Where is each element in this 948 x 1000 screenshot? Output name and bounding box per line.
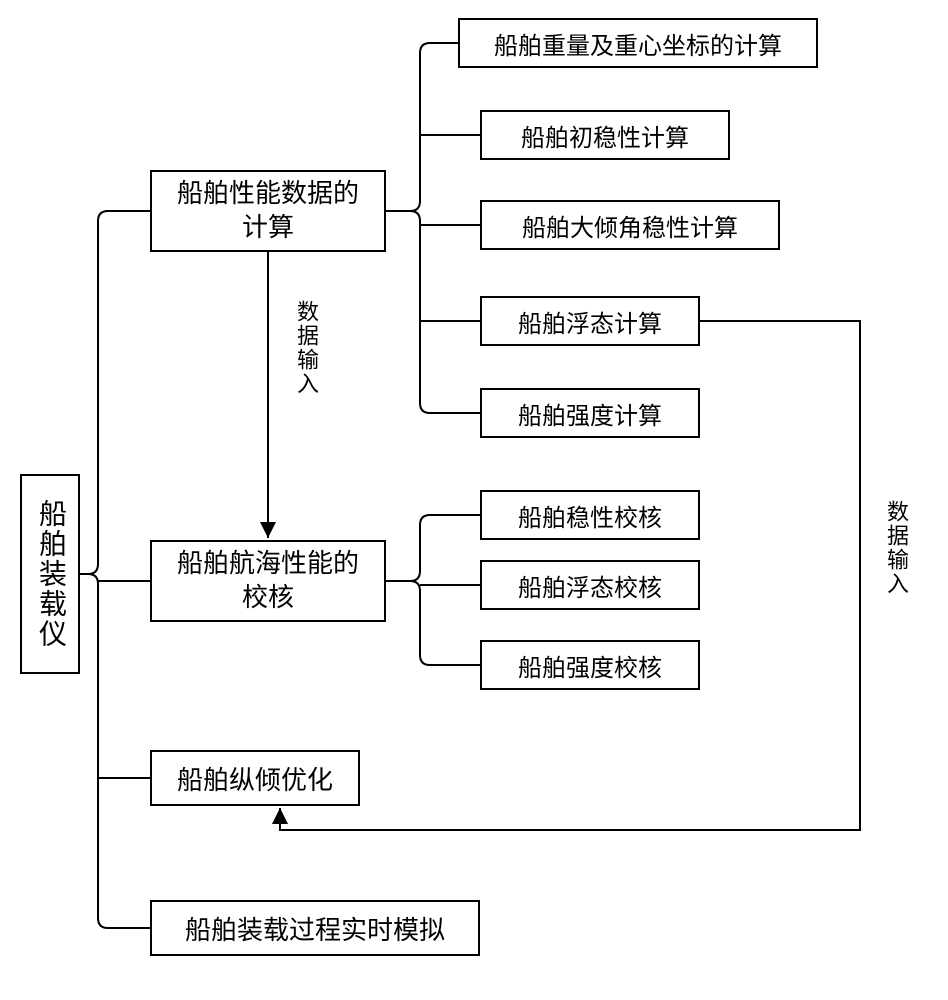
root-node: 船舶装载仪 (20, 474, 80, 674)
sim-node: 船舶装载过程实时模拟 (150, 900, 480, 956)
verify-child-1: 船舶稳性校核 (480, 490, 700, 540)
calc-child-2: 船舶初稳性计算 (480, 110, 730, 160)
calc-child-1: 船舶重量及重心坐标的计算 (458, 18, 818, 68)
calc-child-5: 船舶强度计算 (480, 388, 700, 438)
root-label: 船舶装载仪 (30, 499, 70, 649)
verify-node: 船舶航海性能的 校核 (150, 540, 386, 622)
verify-label: 船舶航海性能的 校核 (177, 547, 359, 615)
calc-node: 船舶性能数据的 计算 (150, 170, 386, 252)
data-input-label-2: 数据输入 (880, 500, 912, 596)
data-input-label-1: 数据输入 (290, 300, 322, 396)
trim-node: 船舶纵倾优化 (150, 750, 360, 806)
connector-lines (0, 0, 948, 1000)
calc-child-4: 船舶浮态计算 (480, 296, 700, 346)
sim-label: 船舶装载过程实时模拟 (185, 910, 445, 947)
calc-label: 船舶性能数据的 计算 (177, 177, 359, 245)
calc-child-3: 船舶大倾角稳性计算 (480, 200, 780, 250)
verify-child-3: 船舶强度校核 (480, 640, 700, 690)
trim-label: 船舶纵倾优化 (177, 760, 333, 797)
verify-child-2: 船舶浮态校核 (480, 560, 700, 610)
